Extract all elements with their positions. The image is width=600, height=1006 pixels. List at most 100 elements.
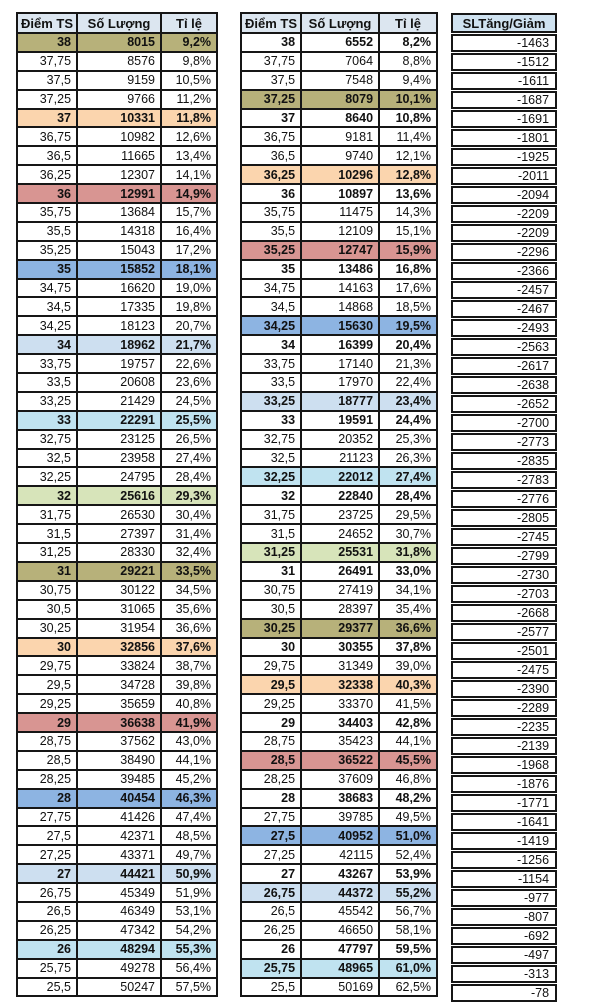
ratio-cell: 15,1% <box>378 220 439 242</box>
table-row: 29 34403 42,8% <box>240 712 439 733</box>
score-cell: 37,5 <box>15 69 79 91</box>
table-row: 37,5 9159 10,5% <box>15 69 219 91</box>
diff-cell: -1512 <box>451 53 558 71</box>
table-row: -2652 <box>451 395 558 413</box>
ratio-cell: 49,7% <box>160 844 219 866</box>
score-cell: 26,25 <box>240 919 303 941</box>
count-cell: 23958 <box>76 447 163 469</box>
count-cell: 35659 <box>76 693 163 715</box>
ratio-cell: 8,8% <box>378 50 439 72</box>
count-cell: 24795 <box>76 466 163 488</box>
diff-cell: -2289 <box>451 699 558 717</box>
table-row: 28 38683 48,2% <box>240 787 439 809</box>
table-row: 30,5 28397 35,4% <box>240 598 439 620</box>
ratio-cell: 9,2% <box>160 32 219 53</box>
table-row: 37 8640 10,8% <box>240 107 439 129</box>
ratio-cell: 58,1% <box>378 919 439 941</box>
count-cell: 19591 <box>300 409 381 431</box>
ratio-cell: 15,9% <box>378 239 439 261</box>
score-cell: 26,5 <box>15 900 79 922</box>
count-cell: 10897 <box>300 183 381 205</box>
table-row: 27 43267 53,9% <box>240 863 439 885</box>
score-cell: 35,75 <box>15 202 79 223</box>
table-row: 30,25 29377 36,6% <box>240 617 439 639</box>
table-row: 33,75 19757 22,6% <box>15 353 219 375</box>
count-cell: 18123 <box>76 315 163 337</box>
table-row: -2011 <box>451 167 558 185</box>
score-cell: 36 <box>15 183 79 205</box>
score-cell: 29,5 <box>15 674 79 696</box>
ratio-cell: 32,4% <box>160 542 219 563</box>
table-row: -78 <box>451 984 558 1002</box>
ratio-cell: 10,1% <box>378 88 439 110</box>
count-cell: 50247 <box>76 976 163 998</box>
ratio-cell: 18,1% <box>160 258 219 280</box>
score-cell: 29,25 <box>240 693 303 715</box>
score-cell: 30,5 <box>15 598 79 620</box>
count-cell: 33370 <box>300 693 381 715</box>
count-cell: 39485 <box>76 768 163 790</box>
count-cell: 26491 <box>300 560 381 582</box>
score-cell: 26,75 <box>240 882 303 903</box>
table-row: -1691 <box>451 110 558 128</box>
diff-cell: -2390 <box>451 680 558 698</box>
count-cell: 15043 <box>76 239 163 261</box>
table-row: 32,5 23958 27,4% <box>15 447 219 469</box>
table-row: 33 19591 24,4% <box>240 409 439 431</box>
table-row: 33,25 18777 23,4% <box>240 390 439 412</box>
count-cell: 29221 <box>76 560 163 582</box>
ratio-cell: 24,4% <box>378 409 439 431</box>
score-cell: 34,75 <box>15 277 79 299</box>
table-row: 31,75 23725 29,5% <box>240 504 439 526</box>
diff-cell: -2139 <box>451 737 558 755</box>
table-row: 32 25616 29,3% <box>15 485 219 507</box>
count-cell: 45542 <box>300 900 381 922</box>
diff-cell: -2501 <box>451 642 558 660</box>
count-cell: 40952 <box>300 825 381 847</box>
diff-cell: -1925 <box>451 148 558 166</box>
ratio-cell: 20,7% <box>160 315 219 337</box>
table-row: 28,75 35423 44,1% <box>240 730 439 752</box>
ratio-cell: 11,2% <box>160 88 219 110</box>
table-row: -2773 <box>451 433 558 451</box>
table-row: 30,25 31954 36,6% <box>15 617 219 639</box>
count-cell: 18962 <box>76 334 163 356</box>
score-cell: 32,75 <box>240 428 303 450</box>
ratio-cell: 12,1% <box>378 145 439 167</box>
count-cell: 23125 <box>76 428 163 450</box>
score-cell: 33,5 <box>240 372 303 393</box>
count-cell: 38490 <box>76 749 163 771</box>
count-cell: 45349 <box>76 882 163 903</box>
count-cell: 35423 <box>300 730 381 752</box>
table-row: 30,5 31065 35,6% <box>15 598 219 620</box>
ratio-cell: 55,3% <box>160 938 219 960</box>
count-cell: 31954 <box>76 617 163 639</box>
diff-cell: -313 <box>451 965 558 983</box>
count-cell: 34403 <box>300 712 381 733</box>
ratio-cell: 12,8% <box>378 164 439 186</box>
count-cell: 25531 <box>300 542 381 563</box>
score-cell: 35,75 <box>240 202 303 223</box>
count-cell: 14318 <box>76 220 163 242</box>
ratio-cell: 34,1% <box>378 579 439 601</box>
count-cell: 8576 <box>76 50 163 72</box>
ratio-cell: 53,9% <box>378 863 439 885</box>
table-row: 31 29221 33,5% <box>15 560 219 582</box>
diff-cell: -1463 <box>451 34 558 52</box>
count-cell: 30122 <box>76 579 163 601</box>
diff-cell: -78 <box>451 984 558 1002</box>
table-row: 25,5 50247 57,5% <box>15 976 219 998</box>
diff-cell: -2783 <box>451 471 558 489</box>
ratio-cell: 46,3% <box>160 787 219 809</box>
score-cell: 36,75 <box>15 126 79 148</box>
table-row: 35 15852 18,1% <box>15 258 219 280</box>
column-header-sl-tang-giam: SLTăng/Giảm <box>451 13 558 33</box>
ratio-cell: 23,6% <box>160 372 219 393</box>
ratio-cell: 36,6% <box>378 617 439 639</box>
count-cell: 9181 <box>300 126 381 148</box>
ratio-cell: 35,6% <box>160 598 219 620</box>
diff-cell: -2475 <box>451 661 558 679</box>
ratio-cell: 16,4% <box>160 220 219 242</box>
table-row: 34 16399 20,4% <box>240 334 439 356</box>
